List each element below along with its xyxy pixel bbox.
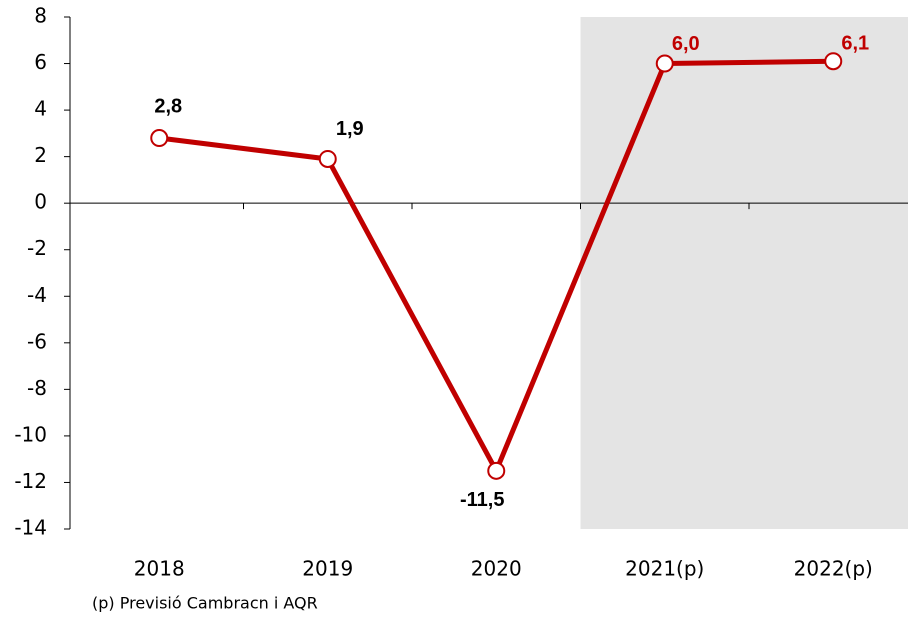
x-tick-label: 2022(p) bbox=[794, 557, 873, 581]
y-tick-label: 4 bbox=[34, 97, 47, 121]
y-tick-label: -2 bbox=[27, 236, 47, 260]
marker bbox=[318, 149, 337, 168]
data-label: 1,9 bbox=[336, 118, 364, 140]
y-tick-label: -12 bbox=[14, 469, 47, 493]
marker bbox=[487, 461, 506, 480]
x-tick-label: 2020 bbox=[471, 557, 522, 581]
data-label: 2,8 bbox=[154, 95, 182, 117]
x-tick-label: 2018 bbox=[134, 557, 185, 581]
y-tick-label: 8 bbox=[34, 4, 47, 28]
y-tick-label: 0 bbox=[34, 190, 47, 214]
y-tick-label: -8 bbox=[27, 376, 47, 400]
marker bbox=[150, 129, 169, 148]
data-label: 6,1 bbox=[841, 32, 869, 54]
data-label: -11,5 bbox=[460, 489, 504, 511]
marker bbox=[655, 54, 674, 73]
y-tick-label: 2 bbox=[34, 143, 47, 167]
y-tick-label: -14 bbox=[14, 516, 47, 540]
y-tick-label: -4 bbox=[27, 283, 47, 307]
forecast-shade bbox=[749, 17, 908, 529]
y-tick-label: 6 bbox=[34, 50, 47, 74]
footnote: (p) Previsió Cambracn i AQR bbox=[92, 594, 318, 613]
y-tick-label: -6 bbox=[27, 329, 47, 353]
x-tick-label: 2019 bbox=[302, 557, 353, 581]
marker bbox=[824, 52, 843, 71]
y-tick-label: -10 bbox=[14, 422, 47, 446]
data-label: 6,0 bbox=[672, 33, 700, 55]
forecast-shade bbox=[580, 17, 749, 529]
x-tick-label: 2021(p) bbox=[625, 557, 704, 581]
